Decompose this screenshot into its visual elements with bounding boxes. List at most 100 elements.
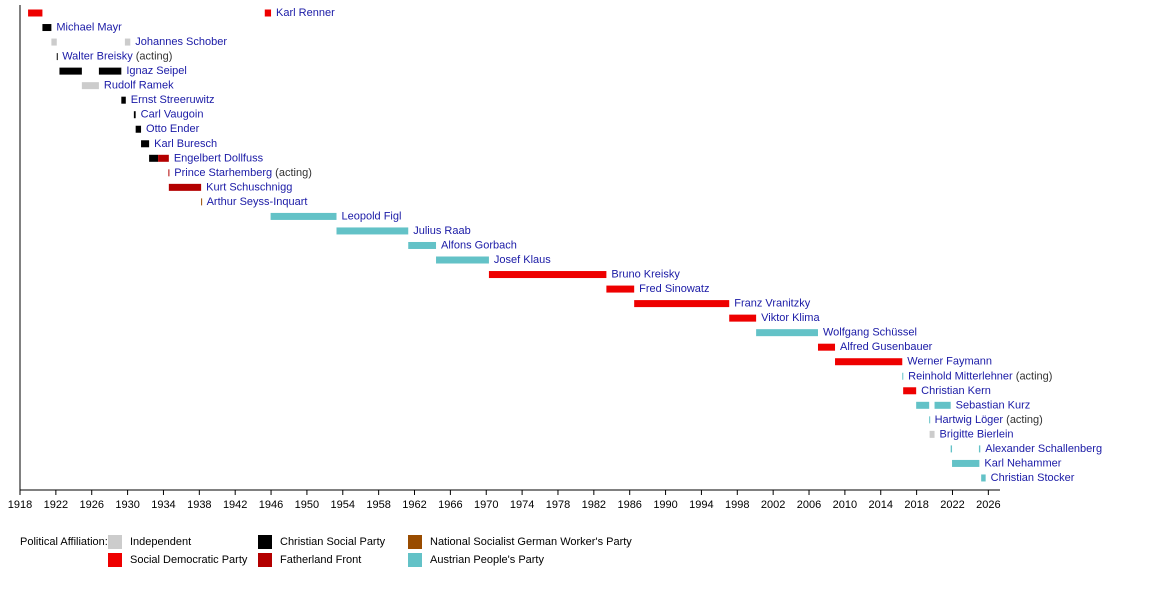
chancellor-label: Sebastian Kurz [956,399,1031,411]
chancellor-name: Hartwig Löger [935,414,1004,426]
term-bar [929,430,935,438]
term-bar [81,82,99,90]
chancellor-name: Fred Sinowatz [639,283,709,295]
x-tick-label: 1986 [617,499,641,511]
x-tick-label: 1946 [259,499,283,511]
legend-title: Political Affiliation: [20,536,108,548]
chancellor-note: (acting) [275,167,312,179]
term-bar [149,154,159,162]
x-tick-label: 1922 [44,499,68,511]
chancellor-name: Sebastian Kurz [956,399,1031,411]
chancellor-note: (acting) [1016,370,1053,382]
x-tick-label: 2010 [833,499,857,511]
chancellor-label: Franz Vranitzky [734,298,811,310]
legend-swatch [258,553,272,567]
term-bar [133,111,136,119]
x-tick-label: 1974 [510,499,534,511]
chancellor-name: Michael Mayr [56,21,122,33]
chancellor-label: Josef Klaus [494,254,551,266]
term-bar [902,372,904,380]
chancellor-name: Karl Nehammer [984,457,1061,469]
x-tick-label: 2006 [797,499,821,511]
chancellor-name: Julius Raab [413,225,470,237]
chancellor-label: Karl Buresch [154,138,217,150]
chancellor-note: (acting) [1006,414,1043,426]
legend-label: Social Democratic Party [130,554,248,566]
x-tick-label: 2022 [940,499,964,511]
term-bar [135,125,142,133]
chancellor-label: Kurt Schuschnigg [206,181,292,193]
legend-label: Independent [130,536,191,548]
term-bar [124,38,131,46]
x-tick-label: 1958 [366,499,390,511]
term-bar [264,9,272,17]
term-bar [51,38,57,46]
x-tick-label: 1978 [546,499,570,511]
chancellor-name: Werner Faymann [907,356,992,368]
chancellor-label: Arthur Seyss-Inquart [207,196,308,208]
chancellor-name: Otto Ender [146,123,200,135]
term-bar [817,343,836,351]
term-bar [634,300,730,308]
x-tick-label: 1994 [689,499,713,511]
legend-label: National Socialist German Worker's Party [430,536,632,548]
term-bar [488,271,607,279]
chancellor-label: Johannes Schober [135,36,227,48]
chancellor-name: Karl Renner [276,7,335,19]
chancellor-label: Prince Starhemberg (acting) [174,167,312,179]
term-bar [141,140,150,148]
chancellor-label: Karl Nehammer [984,457,1061,469]
chancellor-name: Leopold Figl [342,210,402,222]
chancellor-name: Arthur Seyss-Inquart [207,196,308,208]
chancellor-label: Engelbert Dollfuss [174,152,264,164]
term-bar [729,314,757,322]
x-tick-label: 1938 [187,499,211,511]
x-tick-label: 1982 [582,499,606,511]
chancellor-name: Ignaz Seipel [126,65,187,77]
chancellor-label: Otto Ender [146,123,200,135]
chancellor-label: Rudolf Ramek [104,80,174,92]
term-bar [436,256,489,264]
chancellor-name: Viktor Klima [761,312,820,324]
term-bar [929,416,931,424]
chancellor-name: Bruno Kreisky [611,268,680,280]
term-bar [978,445,981,453]
chancellor-label: Christian Stocker [991,472,1075,484]
legend-swatch [108,553,122,567]
x-tick-label: 2002 [761,499,785,511]
chancellor-label: Ignaz Seipel [126,65,187,77]
chancellor-label: Viktor Klima [761,312,820,324]
chancellor-name: Christian Kern [921,385,991,397]
chancellor-name: Josef Klaus [494,254,551,266]
chancellor-name: Karl Buresch [154,138,217,150]
chancellor-name: Reinhold Mitterlehner [908,370,1013,382]
chancellor-name: Alfred Gusenbauer [840,341,933,353]
chancellor-name: Kurt Schuschnigg [206,181,292,193]
chancellor-name: Ernst Streeruwitz [131,94,215,106]
term-bar [168,183,202,191]
chancellor-label: Christian Kern [921,385,991,397]
term-bar [981,474,986,482]
term-bar [903,387,917,395]
chancellor-label: Michael Mayr [56,21,122,33]
term-bar [835,358,903,366]
term-bar [408,241,437,249]
legend-swatch [258,535,272,549]
chancellor-label: Ernst Streeruwitz [131,94,215,106]
x-tick-label: 1990 [653,499,677,511]
term-bar [42,24,52,32]
chancellor-name: Carl Vaugoin [141,109,204,121]
chancellor-name: Franz Vranitzky [734,298,811,310]
chancellor-label: Alfons Gorbach [441,239,517,251]
chancellor-label: Alfred Gusenbauer [840,341,933,353]
chancellor-name: Rudolf Ramek [104,80,174,92]
chancellor-label: Karl Renner [276,7,335,19]
x-tick-label: 1998 [725,499,749,511]
legend-label: Christian Social Party [280,536,386,548]
legend-label: Fatherland Front [280,554,361,566]
chancellor-label: Brigitte Bierlein [940,428,1014,440]
chancellor-label: Fred Sinowatz [639,283,709,295]
chancellor-label: Wolfgang Schüssel [823,327,917,339]
x-tick-label: 2014 [869,499,893,511]
